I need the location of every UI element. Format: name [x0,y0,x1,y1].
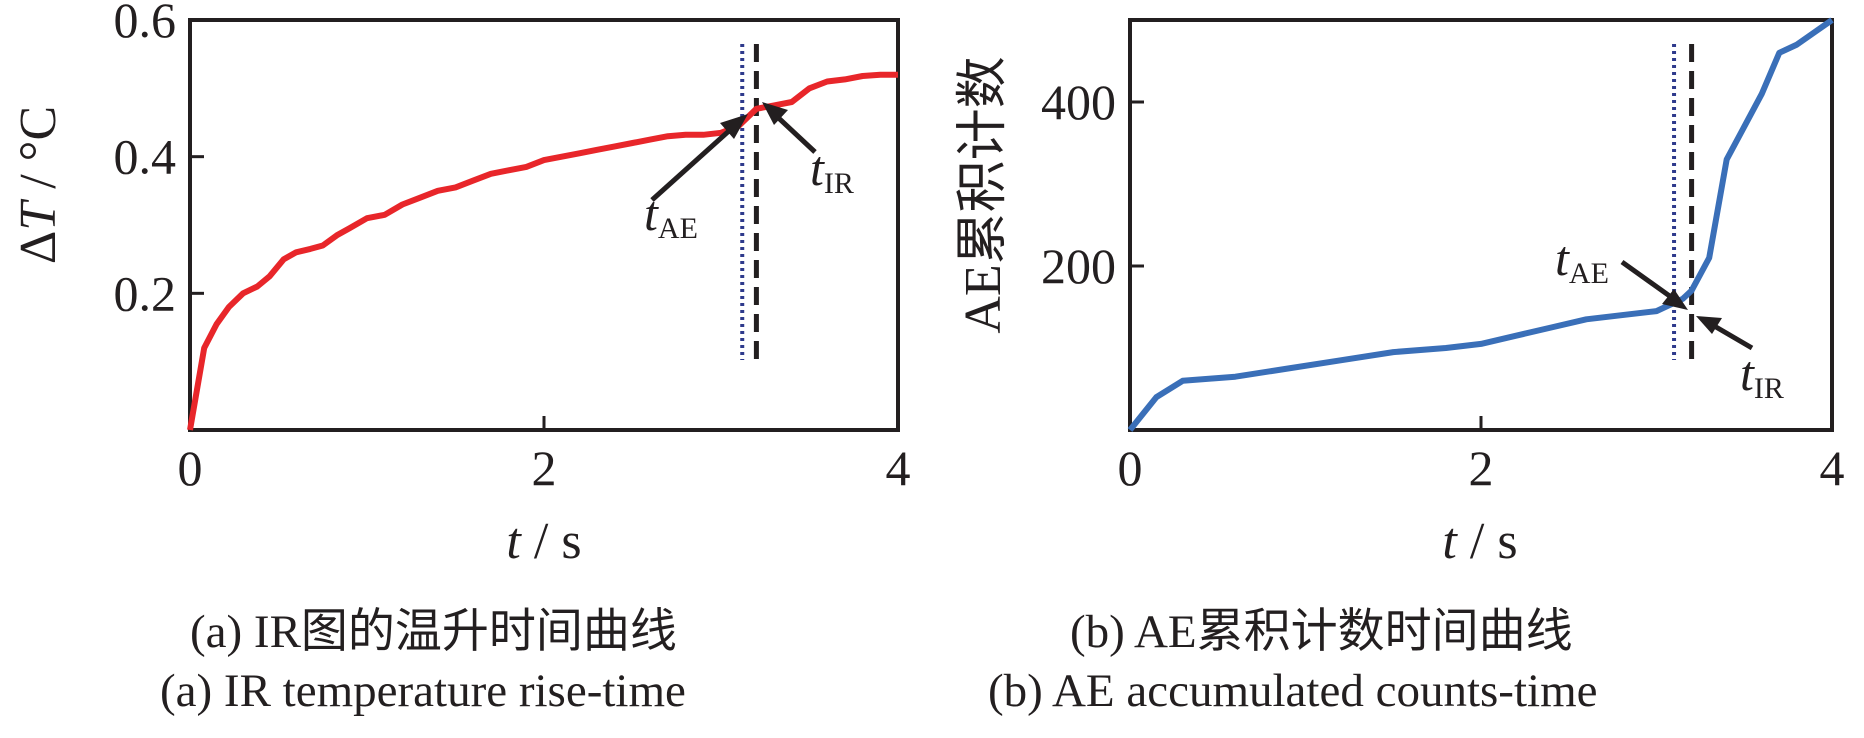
panel-b-y-axis-title: AE累积计数 [955,56,1012,333]
panel-a-y-tick-label: 0.4 [114,129,177,185]
panel-b-x-tick-label: 2 [1469,440,1494,496]
panel-a-t-ir-label: tIR [810,140,854,200]
panel-a-t-ae-arrow [650,119,742,202]
panel-a-marker-lines [740,44,759,360]
panel-b-annotation-arrows [1620,259,1754,351]
panel-b-t-ae-arrowhead [1662,289,1688,310]
panel-a-y-tick-label: 0.6 [114,0,177,48]
panel-b-x-tick-label: 4 [1820,440,1845,496]
panel-b-ticks: 0 2 4 200 400 [1041,74,1845,496]
panel-b-marker-lines [1672,44,1695,360]
caption-a-english: (a) IR temperature rise-time [160,665,686,717]
panel-b-x-axis-title: t / s [1442,513,1517,570]
panel-b-y-tick-label: 400 [1041,74,1116,130]
panel-b-plot-frame [1128,18,1834,432]
panel-a-t-ir-arrowhead [762,102,788,125]
panel-a-t-ae-label: tAE [644,185,698,245]
panel-a-x-tick-label: 4 [886,440,911,496]
panel-a-x-tick-label: 2 [532,440,557,496]
panel-a-plot-frame [188,18,900,432]
panel-b-t-ir-arrowhead [1696,316,1722,334]
panel-b-ae-counts-line [1127,17,1834,432]
panel-a-y-tick-label: 0.2 [114,265,177,321]
panel-b-t-ir-label: tIR [1740,345,1784,405]
panel-a-t-ae-arrowhead [720,114,748,139]
panel-a-y-axis-title: ΔT / °C [10,106,67,264]
panel-b-t-ae-arrow [1620,259,1680,305]
panel-a-ticks: 0 2 4 0.2 0.4 0.6 [114,0,911,496]
panel-a-x-axis-title: t / s [506,513,581,570]
panel-a-x-tick-label: 0 [178,440,203,496]
panel-b-y-tick-label: 200 [1041,238,1116,294]
panel-b-ae-counts: 0 2 4 200 400 tAE tIR AE累积计数 t / s [955,17,1845,570]
panel-a-annotation-arrows [650,102,817,202]
caption-a-chinese: (a) IR图的温升时间曲线 [190,606,677,658]
panel-b-t-ae-label: tAE [1555,230,1609,290]
caption-b-english: (b) AE accumulated counts-time [988,665,1598,717]
panel-b-x-tick-label: 0 [1118,440,1143,496]
caption-b-chinese: (b) AE累积计数时间曲线 [1070,606,1573,658]
panel-a-ir-temperature: 0 2 4 0.2 0.4 0.6 tAE tIR ΔT / °C t / s [10,0,911,570]
